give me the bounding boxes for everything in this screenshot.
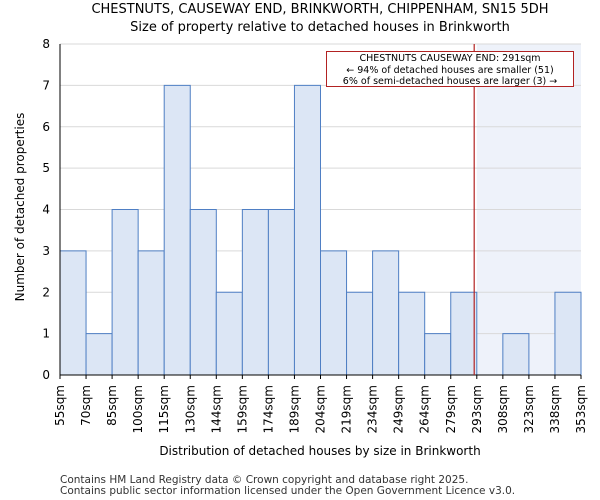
x-tick-label: 130sqm	[183, 385, 197, 433]
bar	[320, 250, 348, 376]
x-tick-label: 189sqm	[287, 385, 301, 433]
y-tick-label: 7	[42, 78, 50, 92]
x-tick-label: 279sqm	[444, 385, 458, 433]
x-axis-label: Distribution of detached houses by size …	[159, 444, 481, 458]
x-tick-label: 293sqm	[470, 385, 484, 433]
bar	[189, 209, 217, 376]
y-tick-label: 5	[42, 161, 50, 175]
bar	[241, 209, 269, 376]
y-tick-label: 3	[42, 244, 50, 258]
x-tick-label: 55sqm	[53, 385, 67, 426]
x-tick-label: 323sqm	[522, 385, 536, 433]
x-tick-label: 338sqm	[548, 385, 562, 433]
y-tick-label: 8	[42, 37, 50, 51]
x-tick-label: 308sqm	[496, 385, 510, 433]
y-tick-label: 1	[42, 327, 50, 341]
y-tick-label: 4	[42, 203, 50, 217]
y-axis-label: Number of detached properties	[13, 112, 27, 302]
bar	[111, 209, 139, 376]
bar	[398, 291, 426, 376]
bar	[267, 209, 295, 376]
x-tick-label: 264sqm	[418, 385, 432, 433]
property-annotation-box: CHESTNUTS CAUSEWAY END: 291sqm ← 94% of …	[326, 51, 574, 87]
bar	[502, 333, 530, 376]
bar	[137, 250, 165, 376]
annotation-line2: ← 94% of detached houses are smaller (51…	[346, 64, 554, 76]
bar	[293, 84, 322, 376]
bar	[372, 250, 400, 376]
x-tick-label: 234sqm	[366, 385, 380, 433]
footer-licence: Contains public sector information licen…	[60, 485, 516, 497]
bar	[59, 250, 87, 376]
x-tick-label: 353sqm	[574, 385, 588, 433]
x-tick-label: 85sqm	[105, 385, 119, 426]
bar	[554, 291, 582, 376]
annotation-line1: CHESTNUTS CAUSEWAY END: 291sqm	[359, 53, 541, 64]
bar	[85, 333, 113, 376]
x-tick-label: 174sqm	[261, 385, 275, 433]
chart-title-line2: Size of property relative to detached ho…	[130, 20, 510, 35]
bar	[163, 84, 191, 376]
bar	[424, 333, 452, 376]
bar	[215, 291, 243, 376]
x-tick-label: 249sqm	[392, 385, 406, 433]
y-tick-label: 2	[42, 285, 50, 299]
x-tick-label: 100sqm	[131, 385, 145, 433]
bar	[450, 291, 478, 376]
chart-title-line1: CHESTNUTS, CAUSEWAY END, BRINKWORTH, CHI…	[91, 2, 549, 17]
x-tick-label: 219sqm	[340, 385, 354, 433]
annotation-line3: 6% of semi-detached houses are larger (3…	[342, 76, 558, 87]
y-tick-label: 0	[42, 368, 50, 382]
x-tick-label: 115sqm	[157, 385, 171, 433]
x-tick-label: 144sqm	[209, 385, 223, 433]
x-tick-label: 70sqm	[79, 385, 93, 426]
x-tick-label: 204sqm	[314, 385, 328, 433]
x-tick-label: 159sqm	[235, 385, 249, 433]
y-tick-label: 6	[42, 120, 50, 134]
bar	[346, 291, 374, 376]
footer-copyright: Contains HM Land Registry data © Crown c…	[60, 474, 469, 486]
